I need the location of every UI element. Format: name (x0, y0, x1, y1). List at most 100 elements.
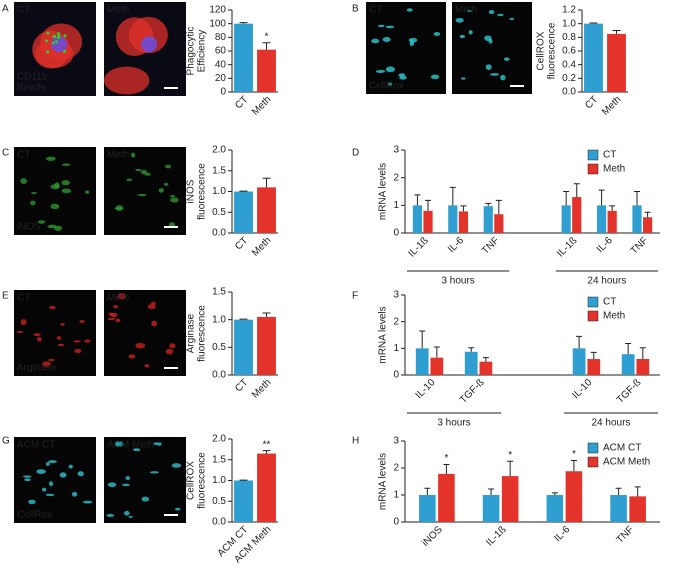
cell (33, 333, 41, 337)
cell (122, 483, 130, 487)
cell (24, 478, 31, 482)
cell (50, 203, 60, 210)
bar (642, 217, 653, 233)
cell (47, 224, 57, 229)
bar (257, 453, 276, 522)
cell (117, 293, 127, 300)
cell (60, 323, 65, 326)
y-tick-label: 0.6 (562, 46, 576, 57)
y-tick-label: 0.5 (212, 496, 226, 507)
y-tick-label: 1 (393, 343, 399, 354)
x-tick-label: TNF (615, 524, 637, 546)
error-bar (414, 194, 421, 206)
cell (385, 25, 395, 29)
bead (45, 39, 49, 43)
x-tick-label: IL-6 (595, 235, 615, 255)
bar (494, 214, 504, 233)
bar (479, 361, 493, 375)
x-tick-label: Meth (250, 235, 274, 259)
cell (54, 225, 63, 231)
y-tick-label: 1 (393, 490, 399, 501)
y-tick-label: 2.0 (212, 434, 226, 445)
legend-swatch (587, 310, 599, 322)
bar (482, 495, 500, 522)
y-axis-label: mRNA levels (378, 453, 389, 510)
cell (50, 184, 60, 190)
error-bar (639, 347, 646, 359)
error-bar (468, 347, 475, 352)
cell (165, 164, 172, 169)
cell (460, 77, 466, 80)
y-tick-label: 0.4 (562, 59, 576, 70)
cell (84, 339, 91, 343)
error-bar (576, 335, 583, 349)
bead (63, 34, 67, 38)
y-axis-label: Phagocytic (186, 27, 197, 76)
cell (115, 441, 124, 447)
panel-letter: B (352, 4, 359, 15)
x-tick-label: IL-10 (414, 377, 438, 401)
error-bar (488, 488, 495, 495)
y-tick-label: 0.0 (562, 87, 576, 98)
error-bar (424, 487, 431, 495)
panel-letter: E (2, 291, 9, 302)
cell (56, 336, 62, 340)
error-bar (425, 199, 432, 211)
bar (412, 205, 423, 233)
error-bar (419, 330, 426, 349)
cell (170, 197, 179, 203)
bar (572, 197, 582, 233)
error-bar (625, 343, 632, 355)
cell (48, 460, 57, 464)
bar (458, 211, 469, 233)
error-bar (590, 351, 597, 359)
legend-label: Meth (603, 164, 625, 175)
cell (48, 305, 56, 310)
y-tick-label: 0.5 (212, 207, 226, 218)
error-bar (239, 22, 248, 24)
error-bar (570, 459, 577, 472)
cell (68, 464, 73, 469)
cell (459, 34, 466, 39)
significance: * (572, 449, 576, 460)
cell (175, 507, 181, 511)
x-tick-label: TNF (629, 235, 651, 257)
y-axis-label: fluorescence (547, 22, 558, 79)
bar (257, 187, 276, 233)
nucleus (51, 36, 68, 53)
bar (561, 205, 571, 233)
error-bar (443, 463, 450, 474)
image-label: CD11b (17, 72, 48, 83)
y-tick-label: 100 (209, 18, 226, 29)
cell (45, 156, 56, 161)
y-axis-label: Efficiency (197, 30, 208, 73)
y-axis-label: CellROX (536, 31, 547, 70)
micrograph (14, 290, 96, 376)
bar (419, 495, 436, 522)
bar (234, 480, 253, 522)
y-tick-label: 0.2 (562, 73, 576, 84)
cell (503, 57, 510, 61)
significance: * (265, 31, 269, 42)
bead (46, 50, 50, 54)
cell (165, 348, 174, 355)
x-tick-label: CT (233, 377, 250, 394)
error-bar (598, 189, 605, 206)
y-tick-label: 0.5 (212, 342, 226, 353)
y-axis-label: fluorescence (197, 452, 208, 509)
group-label: 24 hours (592, 418, 631, 429)
bar (629, 496, 646, 522)
x-tick-label: Meth (250, 94, 274, 118)
y-tick-label: 0 (393, 228, 399, 239)
bar (464, 351, 478, 375)
cell (158, 188, 164, 193)
legend-label: CT (603, 150, 616, 161)
micrograph (452, 2, 532, 94)
cell (125, 476, 131, 481)
cell (85, 190, 90, 194)
y-tick-label: 0.0 (212, 517, 226, 528)
bar (636, 359, 650, 375)
panel-letter: G (2, 436, 10, 447)
image-label: iNOS (17, 222, 41, 233)
bar (546, 495, 564, 522)
